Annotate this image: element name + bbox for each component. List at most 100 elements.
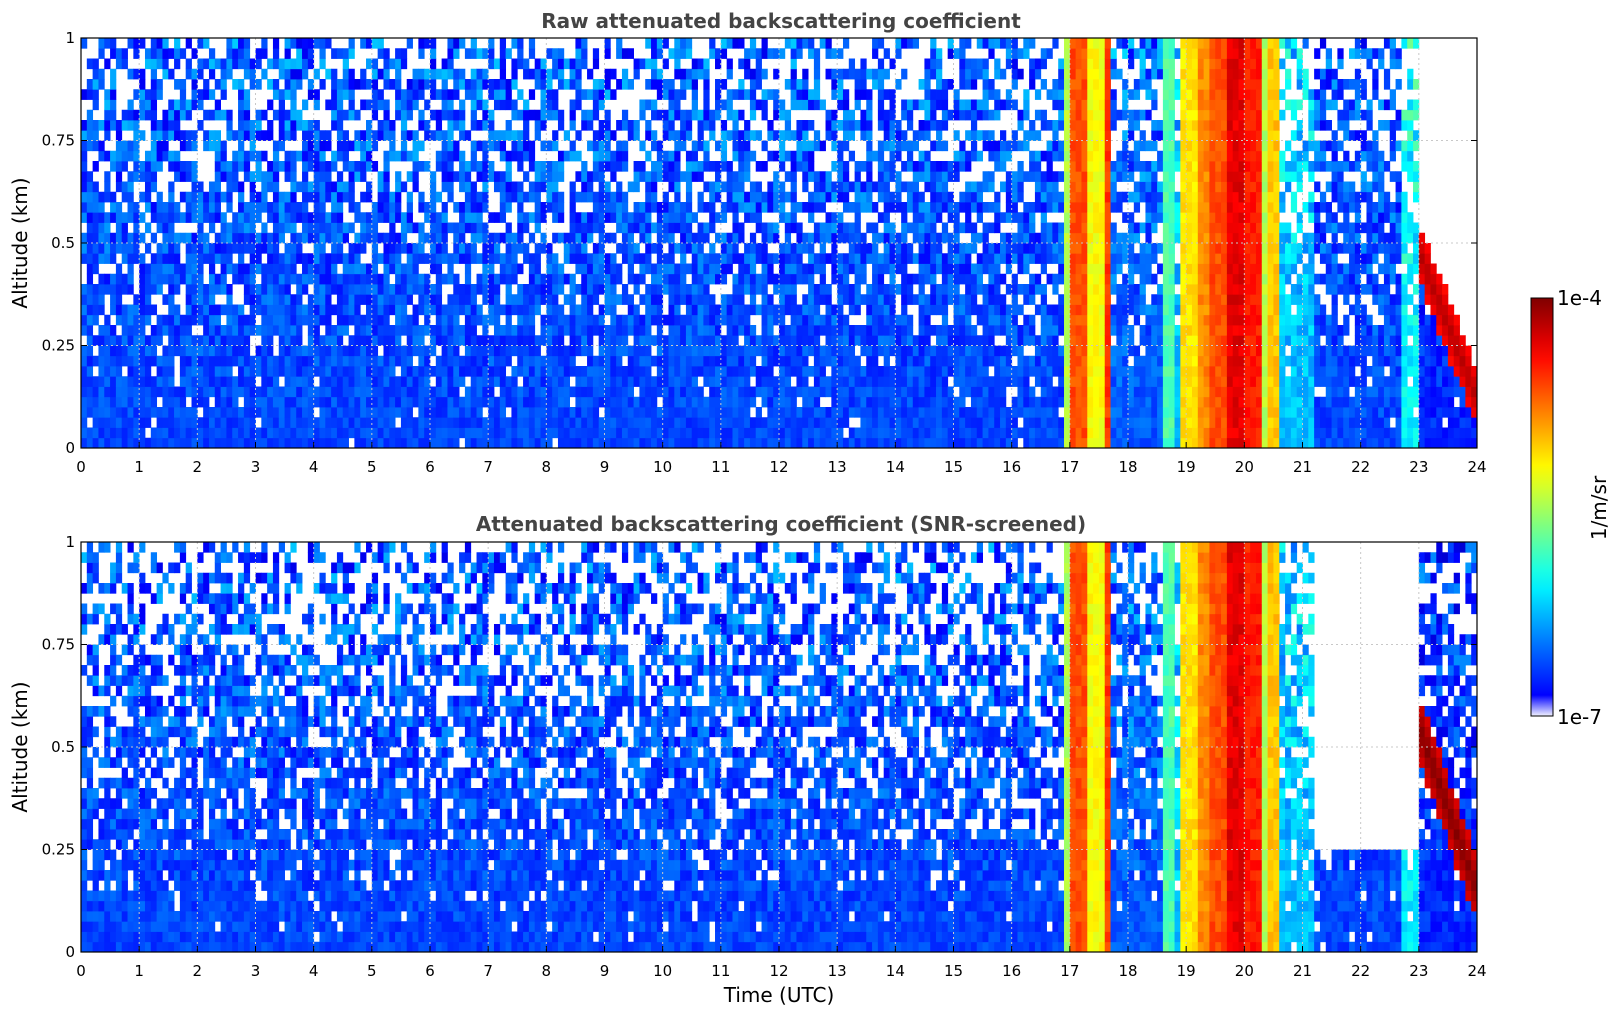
- heatmap-cell: [290, 130, 297, 141]
- heatmap-cell: [837, 161, 844, 172]
- heatmap-cell: [400, 89, 408, 100]
- heatmap-cell: [970, 150, 978, 162]
- heatmap-cell: [837, 140, 844, 152]
- heatmap-cell: [645, 325, 652, 336]
- heatmap-cell: [668, 355, 675, 367]
- heatmap-cell: [377, 366, 384, 377]
- heatmap-cell: [290, 417, 297, 428]
- heatmap-cell: [540, 79, 547, 90]
- heatmap-cell: [988, 437, 995, 448]
- heatmap-cell: [214, 345, 221, 357]
- heatmap-cell: [842, 109, 850, 121]
- heatmap-cell: [953, 171, 960, 182]
- heatmap-cell: [639, 376, 646, 387]
- heatmap-cell: [267, 335, 274, 346]
- heatmap-cell: [790, 89, 797, 100]
- heatmap-cell: [127, 253, 134, 264]
- heatmap-cell: [296, 150, 303, 162]
- heatmap-cell: [959, 99, 966, 111]
- heatmap-cell: [761, 99, 768, 111]
- heatmap-cell: [366, 232, 373, 244]
- heatmap-cell: [441, 437, 448, 448]
- heatmap-cell: [307, 427, 315, 439]
- heatmap-cell: [389, 120, 396, 131]
- heatmap-cell: [296, 181, 303, 193]
- heatmap-cell: [895, 396, 902, 408]
- heatmap-cell: [261, 243, 268, 254]
- heatmap-cell: [307, 120, 315, 131]
- heatmap-cell: [447, 120, 454, 131]
- heatmap-cell: [86, 376, 94, 387]
- heatmap-cell: [400, 232, 408, 244]
- heatmap-cell: [156, 437, 163, 448]
- heatmap-cell: [383, 314, 390, 326]
- heatmap-cell: [162, 68, 169, 80]
- heatmap-cell: [174, 202, 181, 213]
- heatmap-cell: [302, 130, 309, 141]
- heatmap-cell: [784, 222, 792, 234]
- heatmap-cell: [703, 109, 710, 121]
- heatmap-cell: [174, 284, 181, 295]
- heatmap-cell: [691, 99, 698, 111]
- heatmap-cell: [517, 48, 524, 59]
- heatmap-cell: [243, 48, 251, 59]
- heatmap-cell: [191, 294, 198, 305]
- heatmap-cell: [430, 181, 437, 193]
- heatmap-cell: [656, 366, 664, 377]
- heatmap-cell: [872, 150, 879, 162]
- heatmap-cell: [604, 284, 611, 295]
- heatmap-cell: [732, 243, 739, 254]
- heatmap-cell: [313, 202, 320, 213]
- heatmap-cell: [848, 407, 856, 418]
- heatmap-cell: [872, 325, 879, 336]
- heatmap-cell: [499, 273, 507, 285]
- heatmap-cell: [930, 345, 937, 357]
- heatmap-cell: [779, 109, 786, 121]
- heatmap-cell: [540, 273, 547, 285]
- heatmap-cell: [110, 437, 117, 448]
- heatmap-cell: [127, 109, 134, 121]
- heatmap-cell: [726, 232, 733, 244]
- heatmap-cell: [651, 171, 658, 182]
- heatmap-cell: [813, 325, 821, 336]
- heatmap-cell: [267, 232, 274, 244]
- heatmap-cell: [243, 294, 251, 305]
- heatmap-cell: [546, 68, 553, 80]
- heatmap-cell: [959, 58, 966, 70]
- heatmap-cell: [645, 232, 652, 244]
- heatmap-cell: [941, 437, 949, 448]
- heatmap-cell: [581, 48, 588, 59]
- heatmap-cell: [98, 212, 105, 223]
- heatmap-cell: [261, 284, 268, 295]
- heatmap-cell: [249, 181, 256, 193]
- heatmap-cell: [883, 140, 890, 152]
- heatmap-cell: [144, 304, 152, 316]
- heatmap-cell: [430, 427, 437, 439]
- heatmap-cell: [656, 79, 664, 90]
- heatmap-cell: [889, 89, 896, 100]
- heatmap-cell: [366, 325, 373, 336]
- heatmap-cell: [104, 437, 111, 448]
- heatmap-cell: [366, 345, 373, 357]
- heatmap-cell: [616, 345, 623, 357]
- heatmap-cell: [482, 345, 489, 357]
- heatmap-cell: [616, 294, 623, 305]
- heatmap-cell: [476, 120, 483, 131]
- heatmap-cell: [92, 407, 99, 418]
- heatmap-cell: [918, 304, 925, 316]
- heatmap-cell: [133, 294, 140, 305]
- heatmap-cell: [505, 294, 512, 305]
- heatmap-cell: [214, 396, 221, 408]
- heatmap-cell: [150, 48, 158, 59]
- heatmap-cell: [313, 253, 320, 264]
- heatmap-cell: [284, 284, 291, 295]
- heatmap-cell: [400, 109, 408, 121]
- heatmap-cell: [883, 161, 890, 172]
- heatmap-cell: [366, 99, 373, 111]
- heatmap-cell: [499, 150, 507, 162]
- heatmap-cell: [651, 294, 658, 305]
- heatmap-cell: [348, 38, 355, 49]
- heatmap-cell: [645, 376, 652, 387]
- heatmap-cell: [732, 202, 739, 213]
- heatmap-cell: [86, 140, 94, 152]
